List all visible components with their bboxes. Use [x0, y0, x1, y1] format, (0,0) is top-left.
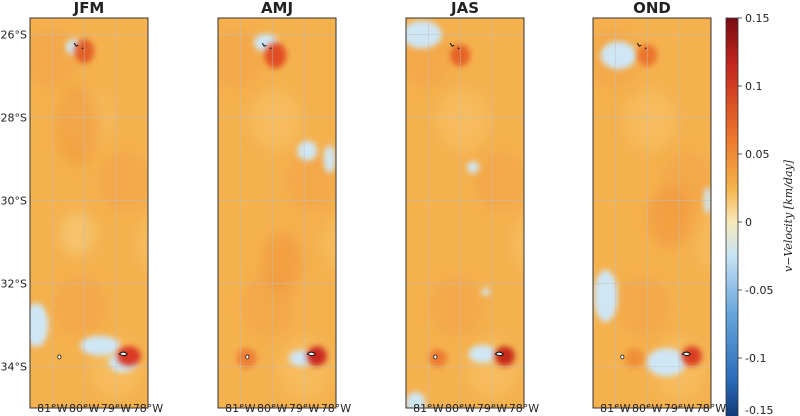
x-tick-label: 78°W — [509, 402, 539, 415]
panel-frame — [29, 17, 149, 409]
colorbar-tick-label: 0.05 — [745, 148, 770, 161]
x-tick-label: 79°W — [664, 402, 694, 415]
map-panel-jfm: JFM 81°W 80°W 79°W 78°W 26°S 28°S 30°S 32°S 34°S — [1, 0, 164, 415]
map-panel-amj: AMJ 81°W 80°W 79°W 78°W — [217, 0, 351, 415]
colorbar-gradient — [725, 17, 739, 416]
x-tick-label: 79°W — [289, 402, 319, 415]
colorbar-tick-label: -0.15 — [745, 404, 773, 416]
colorbar-tick-label: -0.1 — [745, 352, 766, 365]
velocity-field — [593, 18, 711, 408]
map-panel-jas: JAS 81°W 80°W 79°W 78°W — [405, 0, 539, 415]
x-tick-label: 80°W — [69, 402, 99, 415]
x-tick-label: 80°W — [257, 402, 287, 415]
y-tick-label: 26°S — [1, 29, 27, 42]
panel-title: AMJ — [261, 0, 293, 17]
x-tick-label: 78°W — [133, 402, 163, 415]
y-tick-label: 28°S — [1, 112, 27, 125]
velocity-field — [30, 18, 148, 408]
x-tick-label: 79°W — [477, 402, 507, 415]
panel-frame — [592, 17, 712, 409]
x-tick-label: 81°W — [600, 402, 630, 415]
colorbar-label: v−Velocity [km/day] — [782, 159, 795, 272]
colorbar-tick-label: 0.1 — [745, 80, 763, 93]
y-tick-label: 32°S — [1, 278, 27, 291]
colorbar-tick-label: 0 — [745, 216, 752, 229]
y-tick-label: 34°S — [1, 361, 27, 374]
colorbar-tick-label: 0.15 — [745, 12, 770, 25]
panel-frame — [405, 17, 525, 409]
x-tick-label: 80°W — [632, 402, 662, 415]
colorbar-tick-label: -0.05 — [745, 284, 773, 297]
colorbar: 0.15 0.1 0.05 0 -0.05 -0.1 -0.15 v−Velocity [k… — [725, 12, 795, 416]
panel-title: JFM — [73, 0, 105, 17]
x-tick-label: 79°W — [101, 402, 131, 415]
colorbar-ticks: 0.15 0.1 0.05 0 -0.05 -0.1 -0.15 — [738, 12, 773, 416]
x-tick-label: 81°W — [413, 402, 443, 415]
velocity-field — [218, 18, 336, 408]
panel-title: OND — [633, 0, 671, 17]
map-panel-ond: OND 81°W 80°W 79°W 78°W — [592, 0, 726, 415]
y-tick-label: 30°S — [1, 195, 27, 208]
panel-title: JAS — [450, 0, 479, 17]
x-tick-label: 78°W — [321, 402, 351, 415]
x-tick-label: 81°W — [37, 402, 67, 415]
x-tick-label: 81°W — [225, 402, 255, 415]
velocity-field — [406, 18, 524, 408]
x-tick-label: 80°W — [445, 402, 475, 415]
x-tick-label: 78°W — [696, 402, 726, 415]
panel-frame — [217, 17, 337, 409]
